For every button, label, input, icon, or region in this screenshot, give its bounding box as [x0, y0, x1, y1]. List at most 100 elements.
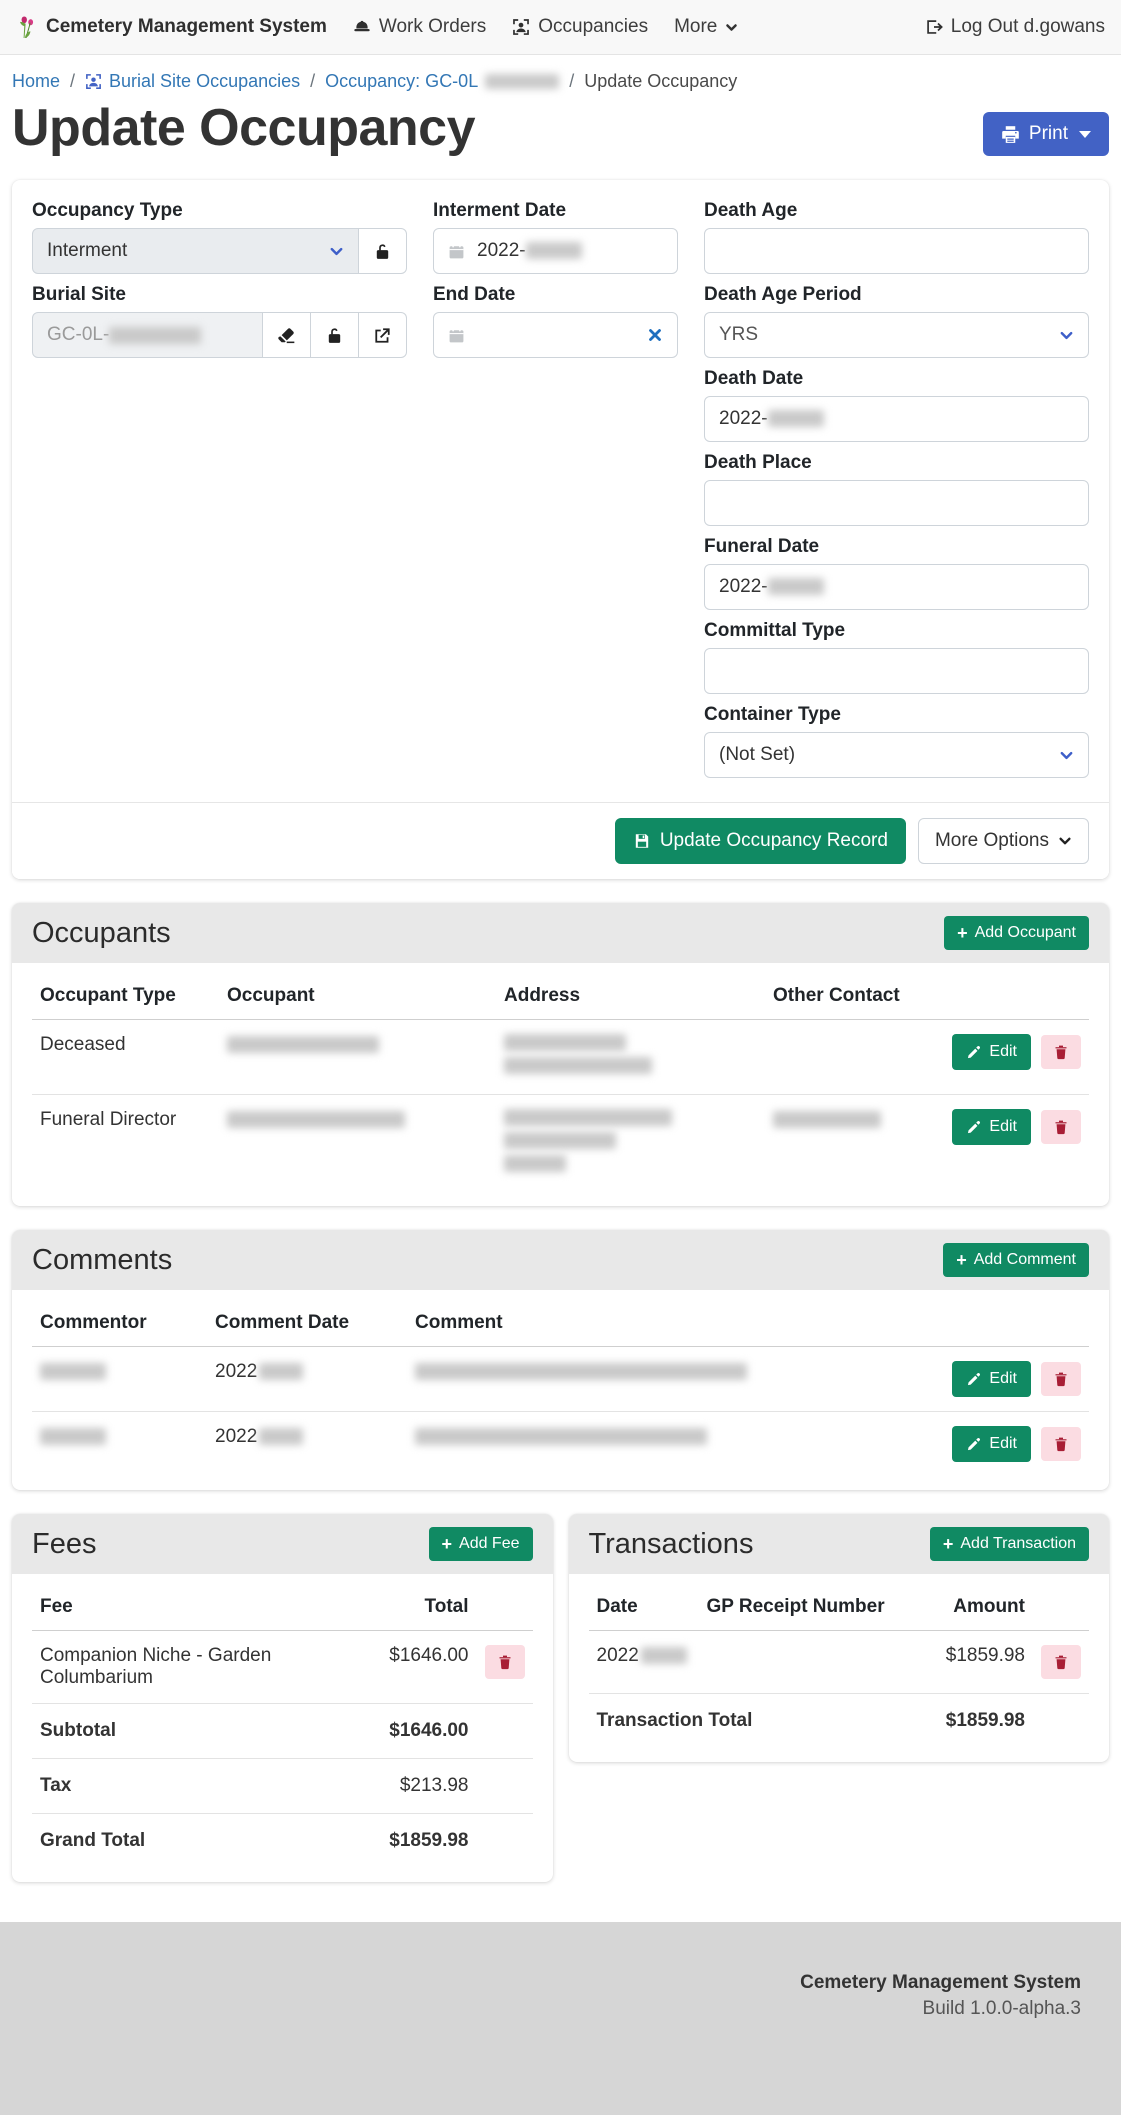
update-occupancy-record-button[interactable]: Update Occupancy Record	[614, 818, 906, 864]
printer-icon	[1001, 125, 1020, 144]
logout-button[interactable]: Log Out d.gowans	[925, 16, 1105, 38]
column-header: Amount	[913, 1580, 1033, 1631]
occupant-type-cell: Deceased	[32, 1019, 219, 1095]
redacted-text	[40, 1428, 106, 1446]
transactions-card: Transactions + Add Transaction Date GP R…	[568, 1514, 1109, 1762]
death-place-input[interactable]	[704, 480, 1089, 526]
redacted-text	[40, 1363, 106, 1381]
redacted-text	[227, 1036, 379, 1054]
column-header-actions	[925, 969, 1089, 1020]
delete-occupant-button[interactable]	[1041, 1109, 1081, 1144]
add-comment-button[interactable]: + Add Comment	[943, 1243, 1089, 1277]
subtotal-value: $1646.00	[366, 1703, 477, 1759]
plus-icon: +	[942, 1534, 954, 1554]
comment-date-cell: 2022	[207, 1412, 407, 1477]
brand-title: Cemetery Management System	[46, 16, 327, 37]
add-transaction-button[interactable]: + Add Transaction	[929, 1527, 1089, 1561]
trash-icon	[497, 1654, 513, 1670]
breadcrumb: Home / Burial Site Occupancies / Occupan…	[12, 71, 738, 92]
fees-card: Fees + Add Fee Fee Total	[12, 1514, 553, 1882]
column-header: Fee	[32, 1580, 367, 1631]
container-type-select[interactable]: (Not Set)	[704, 732, 1089, 778]
unlock-occupancy-type-button[interactable]	[359, 228, 407, 274]
column-header: Total	[366, 1580, 477, 1631]
occupant-cell	[219, 1095, 496, 1193]
breadcrumb-home[interactable]: Home	[12, 71, 61, 91]
add-fee-button[interactable]: + Add Fee	[428, 1527, 533, 1561]
redacted-text	[504, 1109, 672, 1126]
fees-title: Fees	[32, 1527, 97, 1560]
fee-total-cell: $1646.00	[366, 1630, 477, 1704]
redacted-text	[767, 578, 824, 596]
occupancy-form-card: Occupancy Type Interment	[12, 180, 1109, 879]
brand[interactable]: Cemetery Management System	[16, 14, 327, 40]
transaction-total-value: $1859.98	[913, 1693, 1033, 1748]
death-place-label: Death Place	[704, 452, 812, 473]
container-type-label: Container Type	[704, 704, 841, 725]
tax-value: $213.98	[366, 1758, 477, 1814]
trash-icon	[1053, 1654, 1069, 1670]
delete-fee-button[interactable]	[484, 1645, 525, 1679]
address-cell	[496, 1019, 765, 1095]
top-navbar: Cemetery Management System Work Orders	[0, 0, 1121, 55]
redacted-text	[259, 1428, 304, 1446]
pencil-icon	[966, 1372, 981, 1387]
comment-date-cell: 2022	[207, 1346, 407, 1412]
comments-card: Comments + Add Comment Commentor Comment…	[12, 1230, 1109, 1490]
redacted-text	[767, 410, 824, 428]
column-header: Comment	[407, 1296, 889, 1347]
comments-title: Comments	[32, 1243, 173, 1276]
more-options-button[interactable]: More Options	[917, 818, 1089, 864]
occupants-title: Occupants	[32, 916, 171, 949]
pencil-icon	[966, 1437, 981, 1452]
occupancies-icon	[85, 73, 102, 90]
unlock-icon	[373, 242, 392, 261]
nav-work-orders[interactable]: Work Orders	[353, 16, 486, 38]
comment-cell	[407, 1346, 889, 1412]
pencil-icon	[966, 1120, 981, 1135]
edit-occupant-button[interactable]: Edit	[952, 1109, 1031, 1145]
delete-transaction-button[interactable]	[1041, 1645, 1081, 1679]
committal-type-input[interactable]	[704, 648, 1089, 694]
table-row: Funeral Director	[32, 1095, 1089, 1193]
transaction-amount-cell: $1859.98	[913, 1630, 1033, 1694]
burial-site-label: Burial Site	[32, 284, 126, 305]
open-burial-site-button[interactable]	[359, 312, 407, 358]
occupancy-type-select[interactable]: Interment	[32, 228, 359, 274]
clear-burial-site-button[interactable]	[263, 312, 311, 358]
redacted-text	[415, 1428, 707, 1446]
breadcrumb-occupancy[interactable]: Occupancy: GC-0L	[325, 71, 560, 92]
other-contact-cell	[765, 1095, 926, 1193]
hard-hat-icon	[353, 18, 371, 36]
delete-comment-button[interactable]	[1041, 1426, 1081, 1461]
nav-occupancies[interactable]: Occupancies	[512, 16, 648, 38]
redacted-text	[640, 1647, 687, 1665]
tax-row: Tax $213.98	[32, 1758, 533, 1814]
tax-label: Tax	[32, 1758, 367, 1814]
unlock-burial-site-button[interactable]	[311, 312, 359, 358]
interment-date-input[interactable]: 2022-	[433, 228, 678, 274]
funeral-date-input[interactable]: 2022-	[704, 564, 1089, 610]
death-date-input[interactable]: 2022-	[704, 396, 1089, 442]
edit-comment-button[interactable]: Edit	[952, 1361, 1031, 1397]
unlock-icon	[325, 326, 344, 345]
add-occupant-button[interactable]: + Add Occupant	[944, 916, 1089, 950]
end-date-input[interactable]	[433, 312, 678, 358]
tulip-logo-icon	[16, 14, 38, 40]
clear-end-date-button[interactable]	[647, 327, 663, 343]
edit-occupant-button[interactable]: Edit	[952, 1034, 1031, 1070]
delete-comment-button[interactable]	[1041, 1361, 1081, 1396]
death-age-input[interactable]	[704, 228, 1089, 274]
redacted-text	[109, 326, 202, 344]
print-button[interactable]: Print	[982, 112, 1109, 156]
edit-comment-button[interactable]: Edit	[952, 1426, 1031, 1462]
redacted-text	[504, 1132, 616, 1149]
breadcrumb-burial-site-occupancies[interactable]: Burial Site Occupancies	[85, 71, 300, 92]
occupant-cell	[219, 1019, 496, 1095]
burial-site-input: GC-0L-	[32, 312, 263, 358]
occupants-card: Occupants + Add Occupant Occupant Type O…	[12, 903, 1109, 1206]
death-age-period-select[interactable]: YRS	[704, 312, 1089, 358]
delete-occupant-button[interactable]	[1041, 1034, 1081, 1069]
caret-down-icon	[1079, 130, 1091, 138]
nav-more[interactable]: More	[674, 16, 738, 38]
